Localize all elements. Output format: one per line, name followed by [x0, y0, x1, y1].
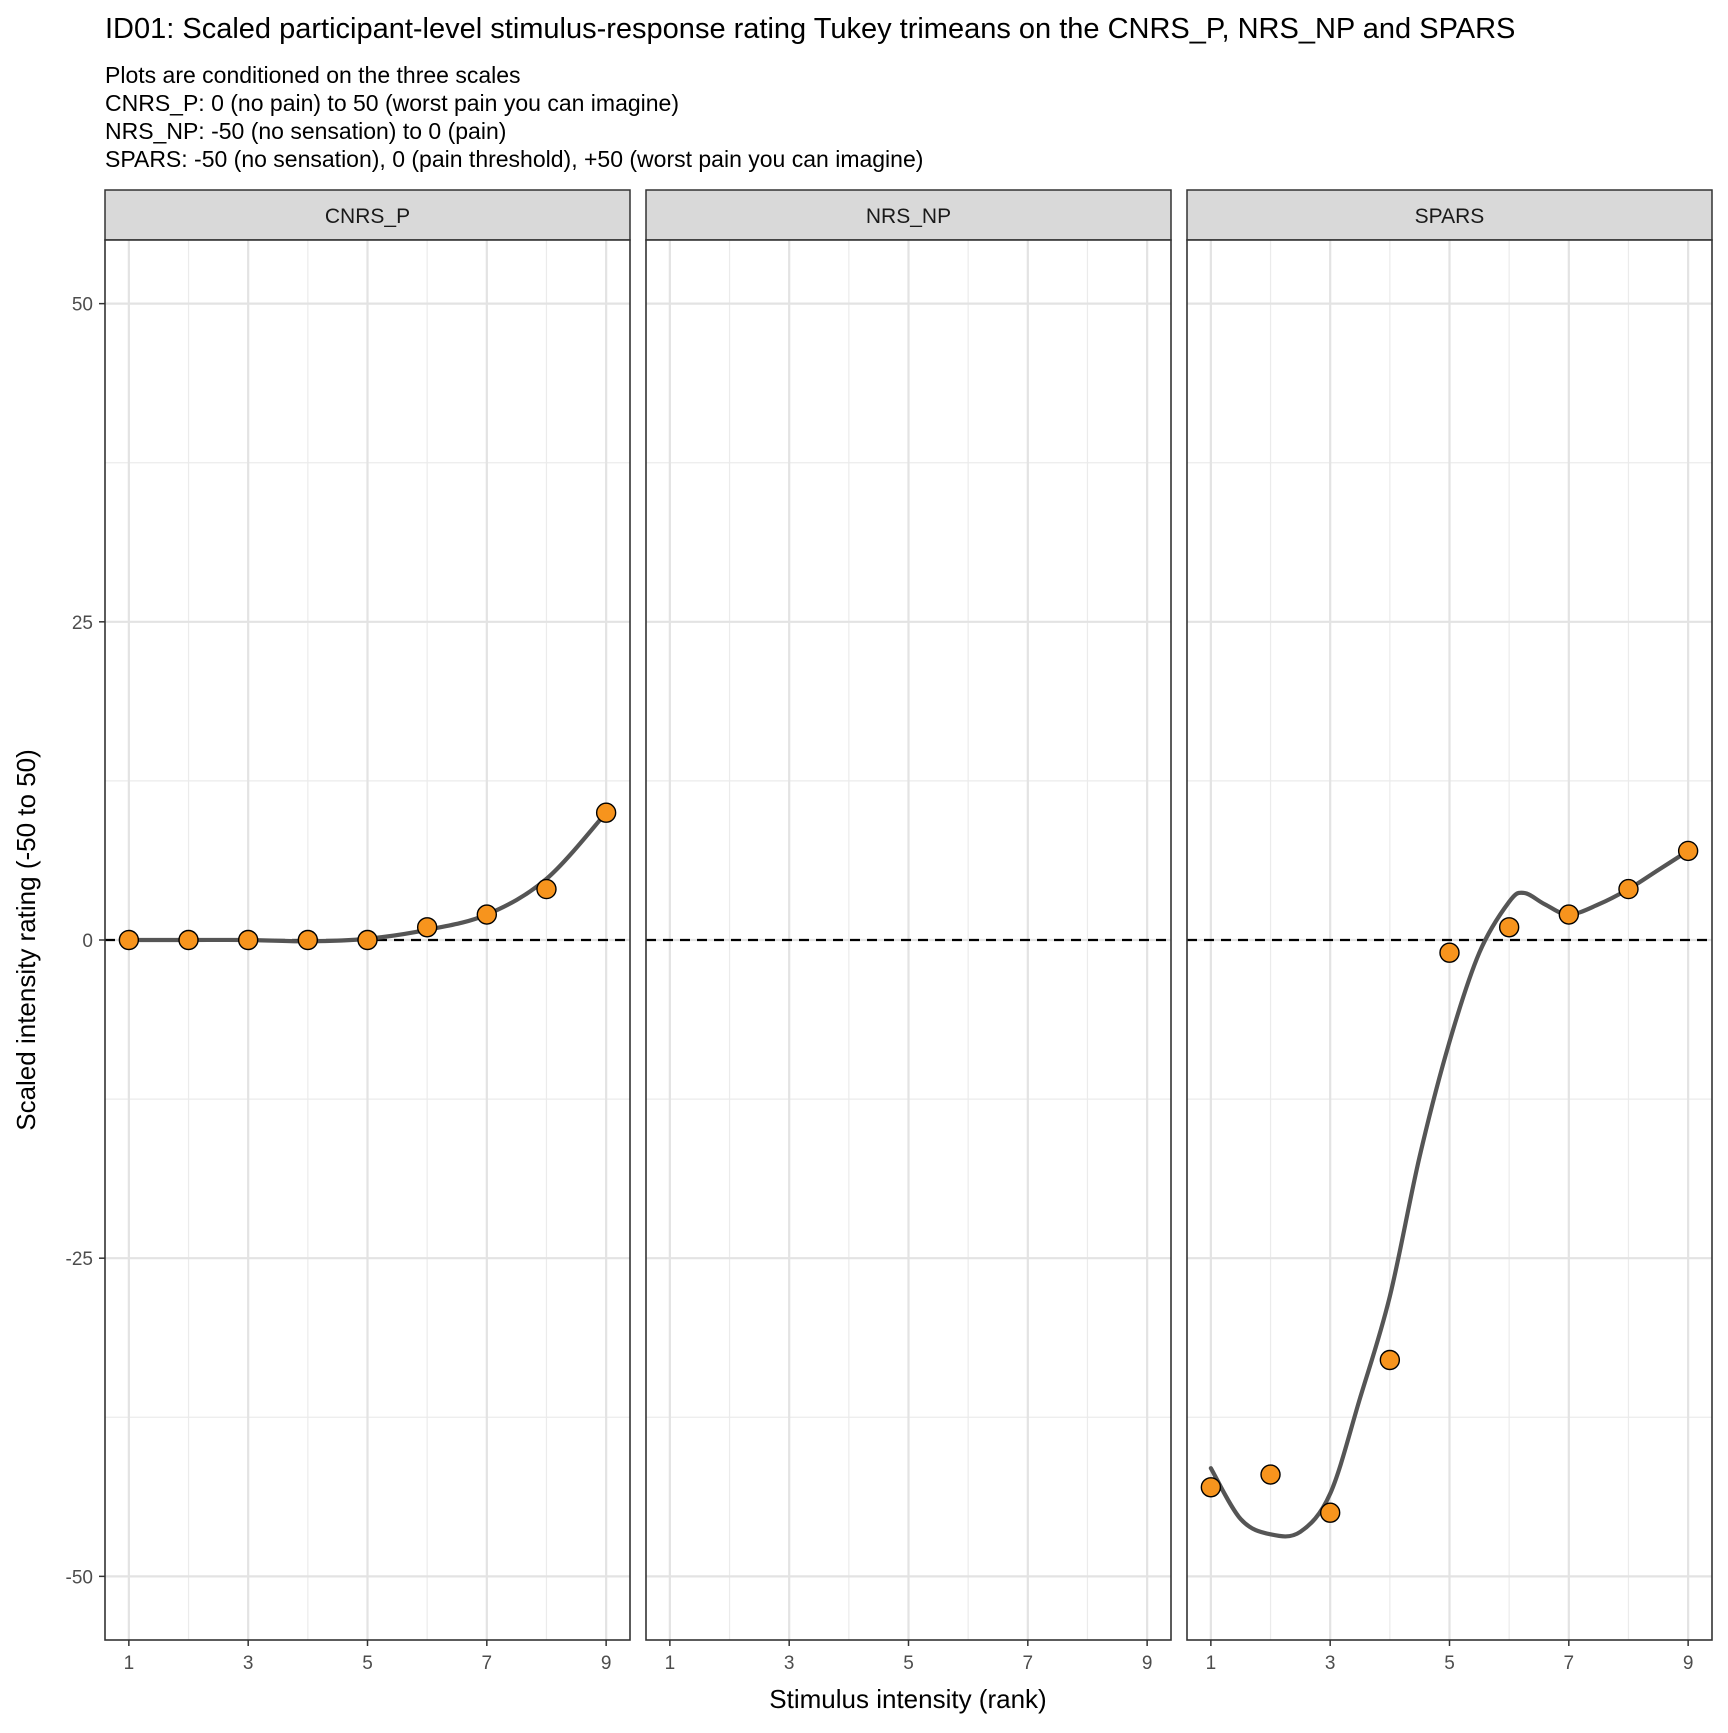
- facet-strip-label: NRS_NP: [866, 205, 951, 228]
- chart-title: ID01: Scaled participant-level stimulus-…: [105, 13, 1515, 45]
- x-tick-label: 1: [124, 1653, 135, 1674]
- data-point: [536, 878, 557, 900]
- chart-subtitle-line: NRS_NP: -50 (no sensation) to 0 (pain): [105, 118, 506, 144]
- chart-subtitle-line: CNRS_P: 0 (no pain) to 50 (worst pain yo…: [105, 90, 679, 116]
- y-axis-title: Scaled intensity rating (-50 to 50): [11, 749, 41, 1131]
- facet-strip: [645, 189, 1172, 241]
- x-tick-label: 9: [1683, 1653, 1694, 1674]
- y-tick-label: -50: [66, 1567, 93, 1588]
- x-tick-label: 1: [1206, 1653, 1217, 1674]
- x-tick-label: 5: [362, 1653, 373, 1674]
- facet-strip-label: CNRS_P: [325, 205, 410, 228]
- data-point: [595, 802, 617, 823]
- y-tick-label: 25: [72, 613, 93, 634]
- chart-subtitle-line: SPARS: -50 (no sensation), 0 (pain thres…: [105, 146, 923, 172]
- chart-subtitle-line: Plots are conditioned on the three scale…: [105, 62, 521, 88]
- data-point: [1200, 1477, 1222, 1498]
- x-tick-label: 1: [665, 1653, 676, 1674]
- data-point: [1379, 1349, 1401, 1371]
- trend-curve: [1208, 848, 1691, 1539]
- data-point: [357, 929, 378, 951]
- x-tick-label: 3: [243, 1653, 254, 1674]
- data-point: [118, 929, 140, 951]
- data-point: [178, 929, 199, 951]
- x-tick-label: 3: [784, 1653, 795, 1674]
- x-tick-label: 9: [1142, 1653, 1153, 1674]
- x-tick-label: 7: [1564, 1653, 1575, 1674]
- y-tick-label: -25: [66, 1249, 93, 1270]
- x-tick-label: 5: [903, 1653, 914, 1674]
- data-point: [237, 929, 259, 951]
- facet-strip-label: SPARS: [1415, 205, 1485, 228]
- x-axis-title: Stimulus intensity (rank): [769, 1684, 1046, 1714]
- data-point: [1439, 942, 1460, 963]
- data-point: [1558, 904, 1580, 925]
- data-point: [1618, 878, 1639, 900]
- y-tick-label: 0: [82, 931, 93, 952]
- x-tick-label: 5: [1444, 1653, 1455, 1674]
- data-point: [1260, 1464, 1281, 1485]
- y-tick-label: 50: [72, 295, 93, 316]
- facet-strip: [1186, 189, 1713, 241]
- data-point: [297, 929, 319, 951]
- x-tick-label: 3: [1325, 1653, 1336, 1674]
- data-point: [416, 917, 438, 938]
- x-tick-label: 9: [601, 1653, 612, 1674]
- data-point: [1498, 917, 1520, 938]
- facet-strip: [104, 189, 631, 241]
- data-point: [476, 904, 498, 925]
- x-tick-label: 7: [1023, 1653, 1034, 1674]
- data-point: [1677, 840, 1699, 862]
- x-tick-label: 7: [482, 1653, 493, 1674]
- data-point: [1319, 1502, 1341, 1523]
